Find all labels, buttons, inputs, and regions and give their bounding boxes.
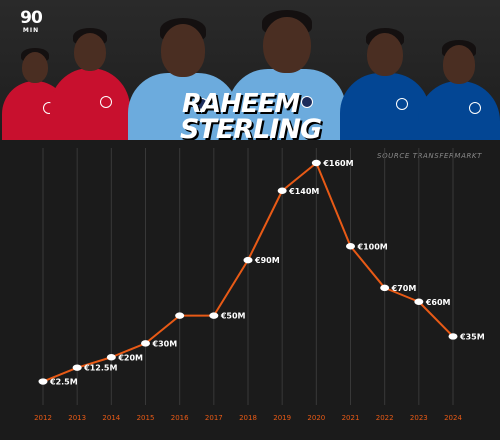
player-head	[21, 51, 49, 84]
data-point-2024	[448, 333, 458, 340]
market-value-chart: €2.5M €12.5M €20M €30M €50M €90M €140M €160M €10…	[0, 140, 500, 440]
player-shirt	[228, 69, 346, 140]
player-photo-chelsea	[418, 40, 500, 140]
x-tick-label-2020: 2020	[307, 414, 325, 422]
x-tick-label-2024: 2024	[444, 414, 462, 422]
club-crest-icon	[301, 96, 314, 109]
data-point-2013	[72, 364, 82, 371]
x-tick-label-2016: 2016	[171, 414, 189, 422]
value-label-2023: €60M	[425, 298, 451, 307]
x-tick-label-2019: 2019	[273, 414, 291, 422]
player-head	[74, 32, 106, 71]
brand-logo: 90 MIN	[16, 10, 46, 34]
data-point-2019	[277, 187, 287, 194]
player-photo-city	[228, 10, 346, 140]
brand-logo-word: MIN	[22, 27, 40, 34]
data-point-2016	[175, 312, 185, 319]
last-name: STERLING	[180, 113, 322, 140]
value-label-2012: €2.5M	[49, 378, 78, 387]
value-label-2021: €100M	[357, 242, 388, 251]
x-tick-label-2013: 2013	[68, 414, 86, 422]
x-tick-label-2015: 2015	[137, 414, 155, 422]
value-label-2020: €160M	[322, 159, 353, 168]
brand-logo-number: 90	[20, 8, 43, 28]
data-point-2018	[243, 256, 253, 264]
player-name-title: RAHEEM STERLING	[180, 89, 322, 140]
x-tick-label-2014: 2014	[102, 414, 120, 422]
market-value-line-chart: €2.5M €12.5M€20M €30M €50M €90M €140M €160M €10…	[34, 148, 485, 422]
value-label-2022: €70M	[391, 284, 417, 293]
player-photo-chelsea	[340, 28, 430, 140]
value-label-2015: €30M	[152, 339, 178, 348]
x-tick-label-2012: 2012	[34, 414, 52, 422]
source-note: SOURCE TRANSFERMARKT	[377, 152, 482, 160]
data-point-2023	[414, 298, 424, 305]
club-crest-icon	[395, 98, 408, 111]
x-tick-label-2022: 2022	[376, 414, 394, 422]
value-label-2017: €50M	[220, 312, 246, 321]
player-head	[442, 44, 476, 85]
data-point-2022	[380, 284, 390, 292]
data-point-2012	[38, 378, 48, 385]
first-name: RAHEEM	[182, 89, 300, 119]
club-crest-icon	[99, 95, 112, 108]
player-head	[263, 16, 311, 74]
value-label-2014: €20M	[117, 353, 143, 362]
x-tick-label-2018: 2018	[239, 414, 257, 422]
player-head	[161, 24, 205, 78]
data-point-2020	[311, 159, 321, 167]
data-point-2014	[106, 354, 116, 361]
player-shirt	[50, 68, 130, 140]
player-head	[367, 33, 403, 77]
player-shirt	[418, 81, 500, 140]
player-shirt	[340, 73, 430, 140]
value-label-2018: €90M	[254, 256, 280, 265]
data-point-2021	[346, 243, 355, 250]
value-label-2013: €12.5M	[83, 364, 117, 373]
x-tick-label-2023: 2023	[410, 414, 428, 422]
club-crest-icon	[468, 101, 481, 114]
player-shirt	[128, 73, 238, 140]
player-photo-liverpool	[50, 28, 130, 140]
player-photo-city	[128, 18, 238, 140]
x-tick-label-2021: 2021	[342, 414, 360, 422]
value-label-2019: €140M	[288, 187, 319, 196]
data-point-2015	[141, 340, 150, 347]
value-label-2024: €35M	[459, 332, 485, 341]
club-crest-icon	[196, 98, 209, 111]
x-tick-label-2017: 2017	[205, 414, 223, 422]
data-point-2017	[209, 312, 219, 319]
hero-banner: 90 MIN RAHEEM STERLING	[0, 0, 500, 140]
